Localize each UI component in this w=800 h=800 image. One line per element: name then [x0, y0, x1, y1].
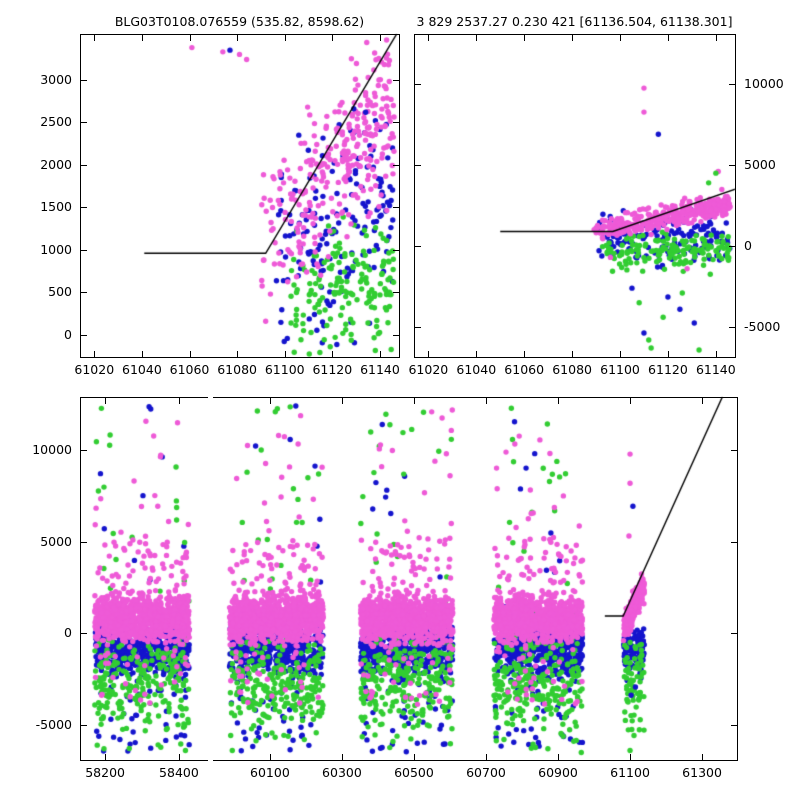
x-tick-label: 61080: [217, 362, 257, 377]
x-tick-label: 61300: [682, 765, 722, 780]
x-tick-label: 61020: [74, 362, 115, 377]
y-tick-label: 2000: [40, 156, 72, 172]
x-tick-label: 60900: [538, 765, 578, 780]
x-tick-label: 61040: [456, 362, 497, 377]
x-tick-label: 61100: [610, 765, 650, 780]
y-tick-label: 3000: [40, 71, 72, 87]
y-tick-label: 0: [64, 326, 72, 342]
x-tick-label: 58200: [85, 765, 125, 780]
x-tick-label: 61040: [122, 362, 162, 377]
y-tick-label: 10000: [744, 76, 784, 92]
y-tick-label: 5000: [744, 157, 776, 173]
x-tick-label: 61120: [312, 362, 353, 377]
y-tick-label: 10000: [32, 442, 72, 458]
y-tick-label: -5000: [744, 319, 781, 335]
x-tick-label: 61100: [600, 362, 640, 377]
x-tick-label: 61020: [408, 362, 449, 377]
x-tick-label: 60700: [466, 765, 506, 780]
y-tick-label: 500: [48, 284, 72, 300]
x-tick-label: 61100: [264, 362, 305, 377]
x-tick-label: 61140: [360, 362, 400, 377]
x-tick-label: 60300: [322, 765, 362, 780]
plot1-title: BLG03T0108.076559 (535.82, 8598.62): [114, 14, 365, 29]
y-tick-label: 5000: [40, 533, 72, 549]
x-tick-label: 61140: [695, 362, 736, 377]
y-tick-label: -5000: [35, 716, 72, 732]
x-tick-label: 60500: [394, 765, 434, 780]
y-tick-label: 1500: [40, 199, 72, 215]
x-tick-label: 61120: [648, 362, 688, 377]
x-tick-label: 61060: [504, 362, 545, 377]
y-tick-label: 2500: [40, 114, 72, 130]
y-tick-label: 0: [64, 625, 72, 641]
y-tick-label: 1000: [40, 241, 72, 257]
y-tick-label: 0: [744, 238, 752, 254]
x-tick-label: 60100: [250, 765, 290, 780]
x-tick-label: 58400: [159, 765, 199, 780]
plot2-title: 3 829 2537.27 0.230 421 [61136.504, 6113…: [416, 14, 733, 29]
x-tick-label: 61060: [169, 362, 210, 377]
x-tick-label: 61080: [552, 362, 592, 377]
